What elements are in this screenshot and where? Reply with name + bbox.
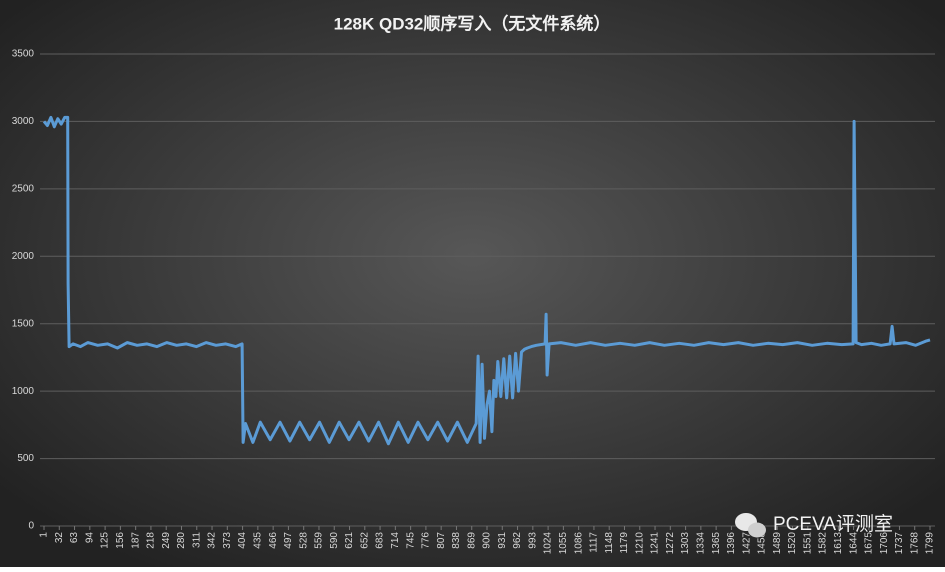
x-tick-label: 1644: [848, 532, 859, 555]
x-tick-label: 466: [268, 532, 279, 549]
x-tick-label: 807: [436, 532, 447, 549]
x-tick-label: 32: [54, 532, 65, 544]
x-tick-label: 125: [100, 532, 111, 549]
x-tick-label: 1365: [711, 532, 722, 555]
x-tick-label: 652: [359, 532, 370, 549]
x-tick-label: 497: [283, 532, 294, 549]
x-tick-label: 962: [512, 532, 523, 549]
x-tick-label: 1055: [558, 532, 569, 555]
x-tick-label: 1148: [604, 532, 615, 554]
x-tick-label: 1: [39, 532, 50, 538]
x-tick-label: 63: [69, 532, 80, 544]
x-tick-label: 1427: [741, 532, 752, 555]
x-tick-label: 590: [329, 532, 340, 549]
x-tick-label: 621: [344, 532, 355, 549]
x-tick-label: 993: [527, 532, 538, 549]
x-tick-label: 1768: [909, 532, 920, 555]
x-tick-label: 1396: [726, 532, 737, 555]
x-tick-label: 1086: [573, 532, 584, 555]
x-tick-label: 745: [405, 532, 416, 549]
x-tick-label: 1489: [772, 532, 783, 555]
y-tick-label: 2000: [12, 251, 35, 262]
x-tick-label: 776: [421, 532, 432, 549]
x-tick-label: 1210: [634, 532, 645, 555]
x-tick-label: 559: [314, 532, 325, 549]
x-tick-label: 1706: [879, 532, 890, 555]
x-tick-label: 1117: [589, 532, 600, 553]
x-tick-label: 1675: [864, 532, 875, 555]
x-tick-label: 1179: [619, 532, 630, 554]
x-tick-label: 931: [497, 532, 508, 549]
x-tick-label: 1613: [833, 532, 844, 555]
x-tick-label: 156: [115, 532, 126, 549]
x-tick-label: 311: [191, 532, 202, 548]
x-tick-label: 94: [84, 532, 95, 544]
watermark: PCEVA评测室: [773, 513, 893, 535]
x-tick-label: 435: [253, 532, 264, 549]
x-tick-label: 1582: [818, 532, 829, 555]
x-tick-label: 838: [451, 532, 462, 549]
y-tick-label: 1000: [12, 386, 35, 397]
x-tick-label: 1241: [650, 532, 661, 555]
y-tick-label: 3500: [12, 49, 35, 60]
x-tick-label: 1458: [757, 532, 768, 555]
x-tick-label: 1737: [894, 532, 905, 555]
y-tick-label: 3000: [12, 116, 35, 127]
y-tick-label: 2500: [12, 183, 35, 194]
x-tick-label: 869: [466, 532, 477, 549]
chart-title: 128K QD32顺序写入（无文件系统）: [334, 13, 611, 33]
x-tick-label: 373: [222, 532, 233, 549]
x-tick-label: 683: [375, 532, 386, 549]
x-tick-label: 1520: [787, 532, 798, 555]
x-tick-label: 1334: [696, 532, 707, 555]
x-tick-label: 528: [298, 532, 309, 549]
y-tick-label: 500: [17, 453, 34, 464]
x-tick-label: 404: [237, 532, 248, 549]
x-tick-label: 900: [482, 532, 493, 549]
x-tick-label: 280: [176, 532, 187, 549]
x-tick-label: 1272: [665, 532, 676, 555]
x-tick-label: 342: [207, 532, 218, 549]
x-tick-label: 1799: [925, 532, 936, 555]
x-tick-label: 1303: [680, 532, 691, 555]
x-tick-label: 249: [161, 532, 172, 549]
y-tick-label: 1500: [12, 318, 35, 329]
data-line: [42, 115, 931, 446]
x-tick-label: 714: [390, 532, 401, 549]
x-tick-label: 218: [146, 532, 157, 549]
x-tick-label: 1024: [543, 532, 554, 555]
watermark-icon: [735, 513, 766, 538]
y-tick-label: 0: [28, 521, 34, 532]
x-tick-label: 1551: [802, 532, 813, 555]
x-tick-label: 187: [130, 532, 141, 549]
